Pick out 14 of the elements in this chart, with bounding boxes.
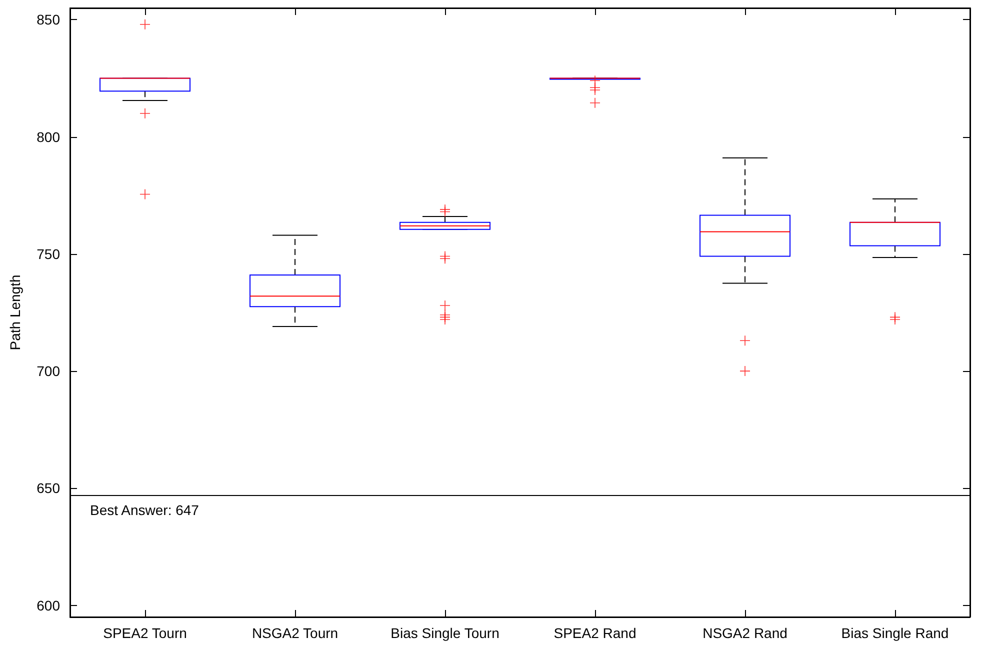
y-tick-label: 850 (36, 12, 60, 28)
x-tick-label: SPEA2 Rand (554, 625, 636, 641)
x-tick-label: NSGA2 Tourn (252, 625, 338, 641)
x-tick-label: Bias Single Rand (841, 625, 949, 641)
x-tick-label: Bias Single Tourn (390, 625, 500, 641)
y-tick-label: 600 (36, 597, 60, 614)
y-tick-label: 650 (36, 480, 60, 496)
y-tick-label: 800 (36, 128, 60, 145)
y-tick-label: 750 (36, 246, 60, 262)
x-tick-label: SPEA2 Tourn (103, 625, 187, 641)
x-tick-label: NSGA2 Rand (702, 625, 788, 641)
y-tick-label: 700 (36, 363, 60, 380)
ref-line-label: Best Answer: 647 (90, 502, 200, 518)
y-axis-title: Path Length (7, 274, 23, 350)
